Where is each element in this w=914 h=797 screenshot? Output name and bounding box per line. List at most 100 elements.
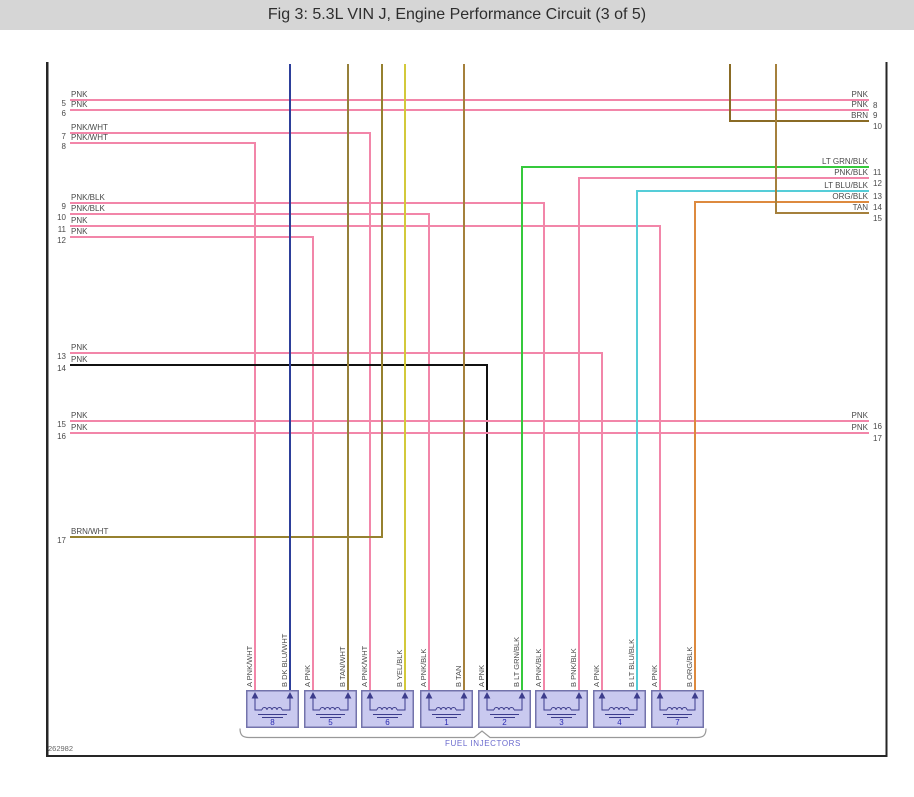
left-pin-9-wire-label: PNK/BLK [71, 193, 105, 202]
right-pin-17-wire-label: PNK [851, 423, 868, 432]
left-pin-10-number: 10 [57, 213, 66, 222]
right-pin-11-wire-label: LT GRN/BLK [822, 157, 868, 166]
left-pin-14-number: 14 [57, 364, 66, 373]
left-pin-14-wire-label: PNK [71, 355, 88, 364]
left-pin-15-wire-label: PNK [71, 411, 88, 420]
injector-5-pin-arrows [309, 692, 352, 699]
right-pin-15-number: 15 [873, 214, 882, 223]
injector-2-pin-a-label: A PNK [477, 664, 486, 687]
wire-pnkblk-left9-injector3a [70, 202, 545, 690]
left-pin-8-wire-label: PNK/WHT [71, 133, 108, 142]
right-pin-16-wire-label: PNK [851, 411, 868, 420]
injector-1-pin-arrows [425, 692, 468, 699]
left-pin-12-number: 12 [57, 236, 66, 245]
injector-3: 3 [535, 690, 588, 728]
wire-pnkwht-left7-injector6a [70, 132, 371, 690]
wire-brnwht-left17-top [70, 64, 383, 538]
injector-8-pin-b-label: B DK BLU/WHT [280, 633, 289, 687]
injector-2-pin-arrows [483, 692, 526, 699]
injector-7-number: 7 [675, 718, 680, 727]
injector-4-pin-b-label: B LT BLU/BLK [627, 638, 636, 687]
injector-3-symbol: 3 [535, 690, 588, 728]
injector-3-pin-arrows [540, 692, 583, 699]
left-pin-13-wire-label: PNK [71, 343, 88, 352]
injector-5-pin-a-label: A PNK [303, 664, 312, 687]
wire-pnkblk-left10-injector1a [70, 213, 430, 690]
left-pin-11-number: 11 [57, 225, 66, 234]
right-pin-12-number: 12 [873, 179, 882, 188]
wire-pnkwht-left8-injector8a [70, 142, 256, 690]
right-pin-16-number: 16 [873, 422, 882, 431]
injector-6-pin-a-label: A PNK/WHT [360, 645, 369, 687]
left-pin-16-wire-label: PNK [71, 423, 88, 432]
injector-6: 6 [361, 690, 414, 728]
fuel-injectors-label: FUEL INJECTORS [445, 739, 521, 748]
wire-ltgrnblk-right11-injector2b [521, 166, 869, 690]
wire-pnk-left13-injector4a [70, 352, 603, 690]
left-pin-15-number: 15 [57, 420, 66, 429]
injector-4-number: 4 [617, 718, 622, 727]
injector-1-pin-b-label: B TAN [454, 665, 463, 687]
left-pin-17-wire-label: BRN/WHT [71, 527, 109, 536]
right-pin-14-wire-label: ORG/BLK [832, 192, 868, 201]
right-pin-14-number: 14 [873, 203, 882, 212]
diagram-frame [45, 62, 888, 758]
injector-3-pin-b-label: B PNK/BLK [569, 648, 578, 687]
injector-8: 8 [246, 690, 299, 728]
injector-5-symbol: 5 [304, 690, 357, 728]
right-pin-8-number: 8 [873, 101, 878, 110]
left-pin-7-wire-label: PNK/WHT [71, 123, 108, 132]
injector-1-pin-a-label: A PNK/BLK [419, 648, 428, 687]
left-pin-17-number: 17 [57, 536, 66, 545]
injector-1: 1 [420, 690, 473, 728]
injector-6-symbol: 6 [361, 690, 414, 728]
left-pin-5-number: 5 [61, 99, 66, 108]
left-pin-8-number: 8 [61, 142, 66, 151]
left-pin-5-wire-label: PNK [71, 90, 88, 99]
right-pin-15-wire-label: TAN [852, 203, 868, 212]
figure-number: 262982 [48, 744, 74, 753]
right-pin-11-number: 11 [873, 168, 882, 177]
injector-8-pin-a-label: A PNK/WHT [245, 645, 254, 687]
left-pin-7-number: 7 [61, 132, 66, 141]
injector-6-pin-arrows [366, 692, 409, 699]
left-pin-6-wire-label: PNK [71, 100, 88, 109]
wire-pnk-left14-injector2a [70, 364, 488, 690]
injector-2-pin-b-label: B LT GRN/BLK [512, 636, 521, 687]
left-pin-13-number: 13 [57, 352, 66, 361]
left-pin-6-number: 6 [61, 109, 66, 118]
left-pin-12-wire-label: PNK [71, 227, 88, 236]
wire-orgblk-right14-injector7b [694, 201, 869, 690]
injector-5: 5 [304, 690, 357, 728]
injector-2-number: 2 [502, 718, 507, 727]
right-pin-13-wire-label: LT BLU/BLK [824, 181, 868, 190]
injector-2-symbol: 2 [478, 690, 531, 728]
right-pin-13-number: 13 [873, 192, 882, 201]
injector-8-pin-arrows [251, 692, 294, 699]
injector-3-number: 3 [559, 718, 564, 727]
injector-1-number: 1 [444, 718, 449, 727]
left-pin-11-wire-label: PNK [71, 216, 88, 225]
left-pin-9-number: 9 [61, 202, 66, 211]
right-pin-8-wire-label: PNK [851, 90, 868, 99]
right-pin-12-wire-label: PNK/BLK [834, 168, 868, 177]
injector-2: 2 [478, 690, 531, 728]
injector-4-pin-arrows [598, 692, 641, 699]
figure-title: Fig 3: 5.3L VIN J, Engine Performance Ci… [267, 6, 647, 23]
title-bar: Fig 3: 5.3L VIN J, Engine Performance Ci… [0, 0, 914, 30]
wire-ltblublk-right13-injector4b [636, 190, 869, 690]
injector-4-symbol: 4 [593, 690, 646, 728]
injector-3-pin-a-label: A PNK/BLK [534, 648, 543, 687]
right-pin-9-number: 9 [873, 111, 878, 120]
injector-5-pin-b-label: B TAN/WHT [338, 646, 347, 687]
injector-6-number: 6 [385, 718, 390, 727]
injector-8-symbol: 8 [246, 690, 299, 728]
wire-pnkblk-right12-injector3b [578, 177, 869, 690]
right-pin-10-wire-label: BRN [851, 111, 868, 120]
right-pin-9-wire-label: PNK [851, 100, 868, 109]
injector-7-symbol: 7 [651, 690, 704, 728]
injector-1-symbol: 1 [420, 690, 473, 728]
